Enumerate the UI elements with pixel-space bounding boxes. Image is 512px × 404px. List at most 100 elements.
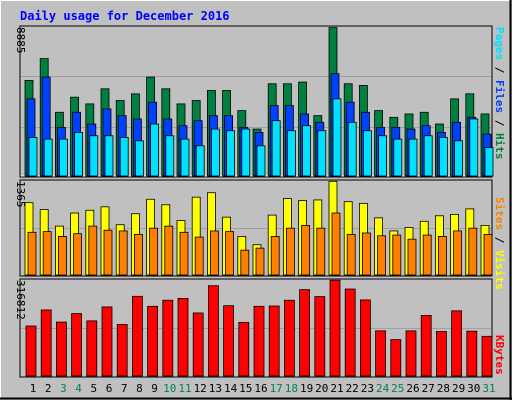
bar-kbytes-day-11: [177, 298, 189, 377]
legend-pages: Pages: [493, 27, 506, 60]
bar-kbytes-day-24: [375, 330, 387, 377]
bar-sites-day-15: [240, 249, 250, 276]
bar-pages-day-24: [378, 135, 388, 177]
bar-pages-day-8: [134, 140, 144, 177]
bar-pages-day-2: [43, 138, 53, 177]
bar-pages-day-21: [332, 98, 342, 177]
bar-kbytes-day-6: [101, 306, 113, 377]
chart-title: Daily usage for December 2016: [20, 9, 230, 23]
x-axis-labels: 1 2 3 4 5 6 7 8 9 10 11 12 13 14 15 16 17 18 19 20 21 22 23 24 2…: [30, 382, 496, 395]
x-label-day-29: 29: [452, 382, 465, 395]
x-label-day-3: 3: [60, 382, 67, 395]
bar-sites-day-27: [422, 234, 432, 276]
bar-pages-day-6: [104, 135, 114, 177]
bar-sites-day-25: [392, 234, 402, 276]
bar-pages-day-9: [150, 123, 160, 177]
x-label-day-26: 26: [406, 382, 419, 395]
legend-sep-1: /: [493, 60, 506, 80]
bar-pages-day-20: [317, 130, 327, 177]
bar-pages-day-25: [393, 138, 403, 177]
bar-sites-day-5: [88, 225, 98, 276]
bar-sites-day-14: [225, 231, 235, 276]
bar-sites-day-29: [453, 230, 463, 276]
bar-kbytes-day-29: [451, 310, 463, 377]
bar-pages-day-29: [454, 140, 464, 177]
bar-sites-day-28: [437, 236, 447, 276]
bar-sites-day-11: [179, 231, 189, 276]
legend-sep-3: /: [493, 230, 506, 250]
bar-sites-day-26: [407, 238, 417, 276]
bar-sites-day-4: [73, 233, 82, 276]
bar-pages-day-22: [347, 121, 357, 177]
bar-pages-day-15: [241, 128, 251, 177]
legend-bottom: KBytes: [493, 335, 506, 375]
x-label-day-20: 20: [315, 382, 328, 395]
bar-pages-day-5: [89, 135, 99, 177]
bar-sites-day-24: [377, 235, 387, 276]
bar-kbytes-day-25: [390, 339, 402, 377]
x-label-day-23: 23: [361, 382, 374, 395]
x-label-day-18: 18: [285, 382, 298, 395]
bar-kbytes-day-7: [116, 324, 128, 377]
bar-kbytes-day-4: [71, 313, 82, 377]
bar-kbytes-day-8: [131, 295, 143, 377]
bar-sites-day-12: [194, 236, 204, 276]
bar-pages-day-14: [226, 130, 236, 177]
x-label-day-4: 4: [75, 382, 82, 395]
bar-sites-day-22: [346, 233, 356, 276]
bar-sites-day-23: [361, 232, 371, 276]
bar-kbytes-day-20: [314, 296, 326, 377]
bar-sites-day-18: [285, 227, 295, 276]
legend-sites: Sites: [493, 197, 506, 230]
bar-pages-day-31: [484, 147, 494, 177]
x-label-day-17: 17: [270, 382, 283, 395]
legend-hits: Hits: [493, 133, 506, 160]
x-label-day-28: 28: [437, 382, 450, 395]
bar-kbytes-day-21: [329, 279, 341, 377]
bar-kbytes-day-22: [344, 288, 356, 377]
bar-kbytes-day-26: [405, 330, 417, 377]
bar-sites-day-8: [133, 233, 143, 276]
bar-kbytes-day-3: [56, 321, 67, 377]
x-label-day-9: 9: [151, 382, 158, 395]
bar-kbytes-day-16: [253, 305, 265, 377]
x-label-day-27: 27: [422, 382, 435, 395]
bar-kbytes-day-10: [162, 299, 174, 377]
bar-pages-day-28: [438, 137, 448, 177]
x-label-day-30: 30: [467, 382, 480, 395]
x-label-day-24: 24: [376, 382, 390, 395]
bar-pages-day-3: [59, 138, 68, 177]
bar-pages-day-26: [408, 138, 418, 177]
bar-kbytes-day-15: [238, 321, 250, 377]
legend-kbytes: KBytes: [493, 335, 506, 375]
bar-kbytes-day-18: [283, 299, 295, 377]
bar-pages-day-17: [271, 120, 281, 177]
legend-mid: Sites / Visits: [493, 197, 506, 290]
x-label-day-12: 12: [194, 382, 207, 395]
bar-pages-day-27: [423, 135, 433, 177]
bar-pages-day-4: [74, 131, 83, 177]
bar-kbytes-day-5: [86, 320, 98, 377]
bar-sites-day-2: [42, 231, 52, 276]
bar-sites-day-7: [118, 230, 128, 276]
bar-kbytes-day-9: [147, 305, 159, 377]
bar-kbytes-day-27: [420, 314, 432, 377]
bar-sites-day-1: [27, 231, 37, 276]
bar-sites-day-16: [255, 247, 265, 276]
bar-sites-day-20: [316, 227, 326, 276]
bar-pages-day-12: [195, 145, 205, 177]
x-label-day-16: 16: [254, 382, 267, 395]
bar-pages-day-18: [286, 130, 296, 177]
legend-sep-2: /: [493, 113, 506, 133]
ymax-label-mid: 1365: [14, 181, 27, 208]
bar-kbytes-day-13: [207, 285, 219, 377]
bar-pages-day-23: [362, 130, 372, 177]
bar-kbytes-day-17: [268, 305, 280, 377]
legend-files: Files: [493, 80, 506, 113]
x-label-day-11: 11: [178, 382, 191, 395]
x-label-day-31: 31: [482, 382, 495, 395]
bar-kbytes-day-28: [435, 331, 447, 377]
bar-pages-day-11: [180, 138, 190, 177]
bars-group: [24, 27, 494, 377]
bar-sites-day-17: [270, 236, 280, 276]
